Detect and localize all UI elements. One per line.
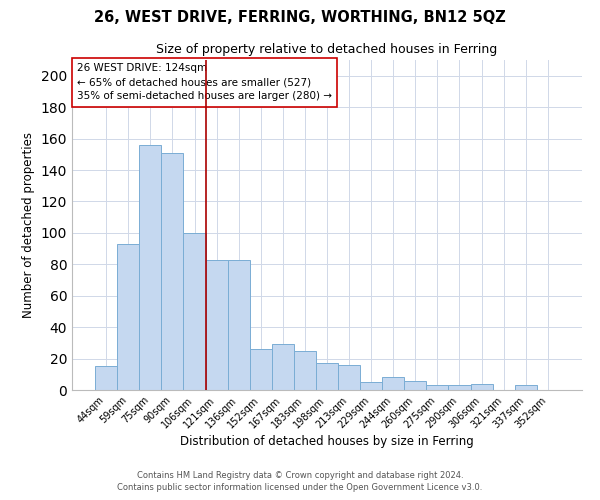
Bar	[448, 386, 470, 390]
Bar	[250, 349, 272, 390]
Bar	[227, 260, 250, 390]
Bar	[206, 260, 227, 390]
Bar	[161, 152, 184, 390]
Text: 26 WEST DRIVE: 124sqm
← 65% of detached houses are smaller (527)
35% of semi-det: 26 WEST DRIVE: 124sqm ← 65% of detached …	[77, 64, 332, 102]
Text: Contains HM Land Registry data © Crown copyright and database right 2024.
Contai: Contains HM Land Registry data © Crown c…	[118, 471, 482, 492]
Bar	[404, 380, 427, 390]
Text: 26, WEST DRIVE, FERRING, WORTHING, BN12 5QZ: 26, WEST DRIVE, FERRING, WORTHING, BN12 …	[94, 10, 506, 25]
Bar	[139, 145, 161, 390]
Bar	[382, 378, 404, 390]
Bar	[294, 350, 316, 390]
Bar	[184, 233, 206, 390]
X-axis label: Distribution of detached houses by size in Ferring: Distribution of detached houses by size …	[180, 436, 474, 448]
Bar	[515, 386, 537, 390]
Bar	[470, 384, 493, 390]
Bar	[272, 344, 294, 390]
Bar	[338, 365, 360, 390]
Bar	[360, 382, 382, 390]
Title: Size of property relative to detached houses in Ferring: Size of property relative to detached ho…	[157, 43, 497, 56]
Bar	[95, 366, 117, 390]
Bar	[117, 244, 139, 390]
Y-axis label: Number of detached properties: Number of detached properties	[22, 132, 35, 318]
Bar	[427, 386, 448, 390]
Bar	[316, 364, 338, 390]
